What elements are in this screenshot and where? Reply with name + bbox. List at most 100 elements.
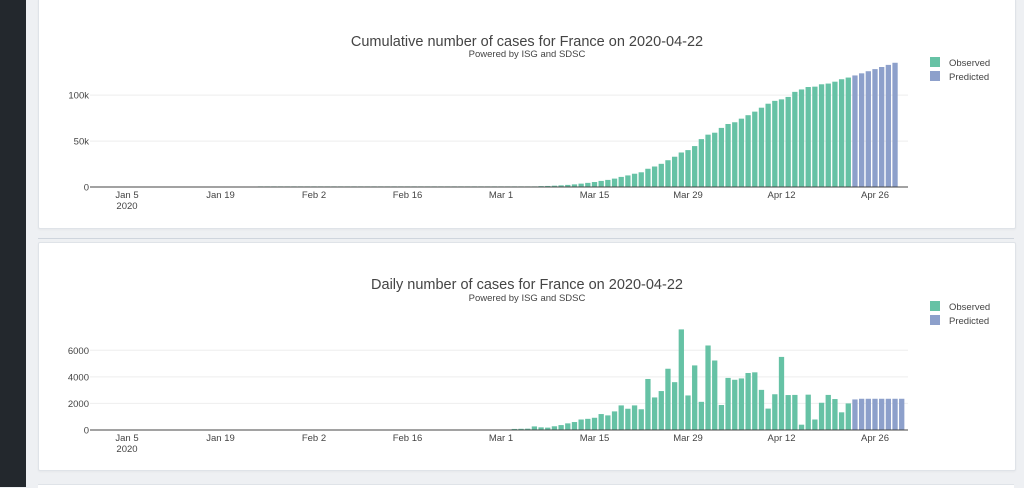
bar-predicted[interactable] <box>858 398 865 430</box>
bar-observed[interactable] <box>578 419 584 431</box>
bar-observed[interactable] <box>785 96 791 187</box>
bar-observed[interactable] <box>578 183 584 187</box>
bar-observed[interactable] <box>752 372 758 430</box>
bar-observed[interactable] <box>798 424 805 430</box>
bar-predicted[interactable] <box>892 398 898 430</box>
bar-observed[interactable] <box>705 134 711 187</box>
bar-observed[interactable] <box>645 378 651 430</box>
legend-item-predicted[interactable]: Predicted <box>930 315 989 327</box>
legend-item-observed[interactable]: Observed <box>930 57 990 69</box>
bar-observed[interactable] <box>591 417 598 430</box>
bar-observed[interactable] <box>765 408 771 430</box>
bar-observed[interactable] <box>558 425 564 430</box>
bar-observed[interactable] <box>658 163 664 187</box>
bar-observed[interactable] <box>545 185 551 187</box>
bar-predicted[interactable] <box>879 67 885 187</box>
bar-observed[interactable] <box>611 178 618 187</box>
bar-observed[interactable] <box>778 99 785 187</box>
bar-observed[interactable] <box>611 411 618 430</box>
bar-observed[interactable] <box>638 409 644 430</box>
bar-observed[interactable] <box>565 184 571 187</box>
bar-observed[interactable] <box>752 111 758 187</box>
bar-observed[interactable] <box>518 428 524 430</box>
bar-predicted[interactable] <box>892 62 898 187</box>
bar-observed[interactable] <box>678 329 684 430</box>
bar-observed[interactable] <box>732 379 738 430</box>
bar-observed[interactable] <box>698 401 705 430</box>
bar-observed[interactable] <box>838 412 845 430</box>
bar-observed[interactable] <box>585 418 591 430</box>
bar-observed[interactable] <box>645 168 651 187</box>
bar-observed[interactable] <box>598 414 604 430</box>
bar-observed[interactable] <box>825 394 831 430</box>
bar-predicted[interactable] <box>858 73 865 187</box>
bar-observed[interactable] <box>692 146 698 187</box>
bar-observed[interactable] <box>565 423 571 430</box>
bar-observed[interactable] <box>765 103 771 187</box>
bar-observed[interactable] <box>745 115 751 187</box>
bar-predicted[interactable] <box>885 64 892 187</box>
bar-observed[interactable] <box>805 394 811 430</box>
bar-observed[interactable] <box>618 176 624 187</box>
bar-observed[interactable] <box>585 182 591 187</box>
bar-observed[interactable] <box>571 422 578 430</box>
legend-item-predicted[interactable]: Predicted <box>930 71 989 83</box>
bar-observed[interactable] <box>832 81 838 187</box>
bar-observed[interactable] <box>551 426 558 430</box>
bar-observed[interactable] <box>792 394 798 430</box>
bar-predicted[interactable] <box>879 398 885 430</box>
bar-observed[interactable] <box>625 175 631 187</box>
bar-observed[interactable] <box>758 107 765 187</box>
bar-observed[interactable] <box>631 173 638 187</box>
bar-observed[interactable] <box>625 408 631 430</box>
bar-observed[interactable] <box>825 83 831 187</box>
bar-predicted[interactable] <box>865 71 871 187</box>
bar-observed[interactable] <box>718 405 725 430</box>
bar-predicted[interactable] <box>899 398 905 430</box>
bar-observed[interactable] <box>605 179 611 187</box>
bar-observed[interactable] <box>712 132 718 187</box>
bar-observed[interactable] <box>665 368 671 430</box>
bar-observed[interactable] <box>845 403 851 430</box>
bar-observed[interactable] <box>605 415 611 430</box>
bar-predicted[interactable] <box>852 75 858 187</box>
bar-observed[interactable] <box>838 79 845 187</box>
bar-observed[interactable] <box>551 185 558 187</box>
bar-observed[interactable] <box>805 87 811 187</box>
bar-observed[interactable] <box>832 399 838 430</box>
bar-predicted[interactable] <box>872 398 878 430</box>
bar-observed[interactable] <box>571 184 578 187</box>
bar-observed[interactable] <box>738 118 745 187</box>
bar-observed[interactable] <box>792 91 798 187</box>
bar-observed[interactable] <box>758 389 765 430</box>
bar-observed[interactable] <box>692 365 698 430</box>
bar-observed[interactable] <box>812 419 818 431</box>
bar-observed[interactable] <box>685 150 691 187</box>
bar-observed[interactable] <box>845 77 851 187</box>
bar-observed[interactable] <box>812 86 818 187</box>
bar-observed[interactable] <box>705 345 711 430</box>
bar-observed[interactable] <box>511 428 518 430</box>
bar-observed[interactable] <box>531 426 538 430</box>
bar-observed[interactable] <box>525 428 531 430</box>
bar-observed[interactable] <box>725 123 731 187</box>
bar-observed[interactable] <box>651 166 658 187</box>
bar-observed[interactable] <box>658 391 664 430</box>
bar-observed[interactable] <box>798 89 805 187</box>
bar-observed[interactable] <box>618 405 624 430</box>
bar-observed[interactable] <box>538 427 544 430</box>
bar-observed[interactable] <box>631 405 638 430</box>
bar-observed[interactable] <box>685 395 691 430</box>
bar-observed[interactable] <box>678 152 684 187</box>
bar-observed[interactable] <box>778 356 785 430</box>
bar-observed[interactable] <box>712 360 718 431</box>
bar-predicted[interactable] <box>872 69 878 187</box>
bar-observed[interactable] <box>745 372 751 430</box>
bar-observed[interactable] <box>818 84 825 187</box>
bar-observed[interactable] <box>772 394 778 430</box>
bar-observed[interactable] <box>818 402 825 430</box>
bar-observed[interactable] <box>785 395 791 430</box>
legend-item-observed[interactable]: Observed <box>930 301 990 313</box>
bar-observed[interactable] <box>598 180 604 187</box>
bar-observed[interactable] <box>665 160 671 187</box>
